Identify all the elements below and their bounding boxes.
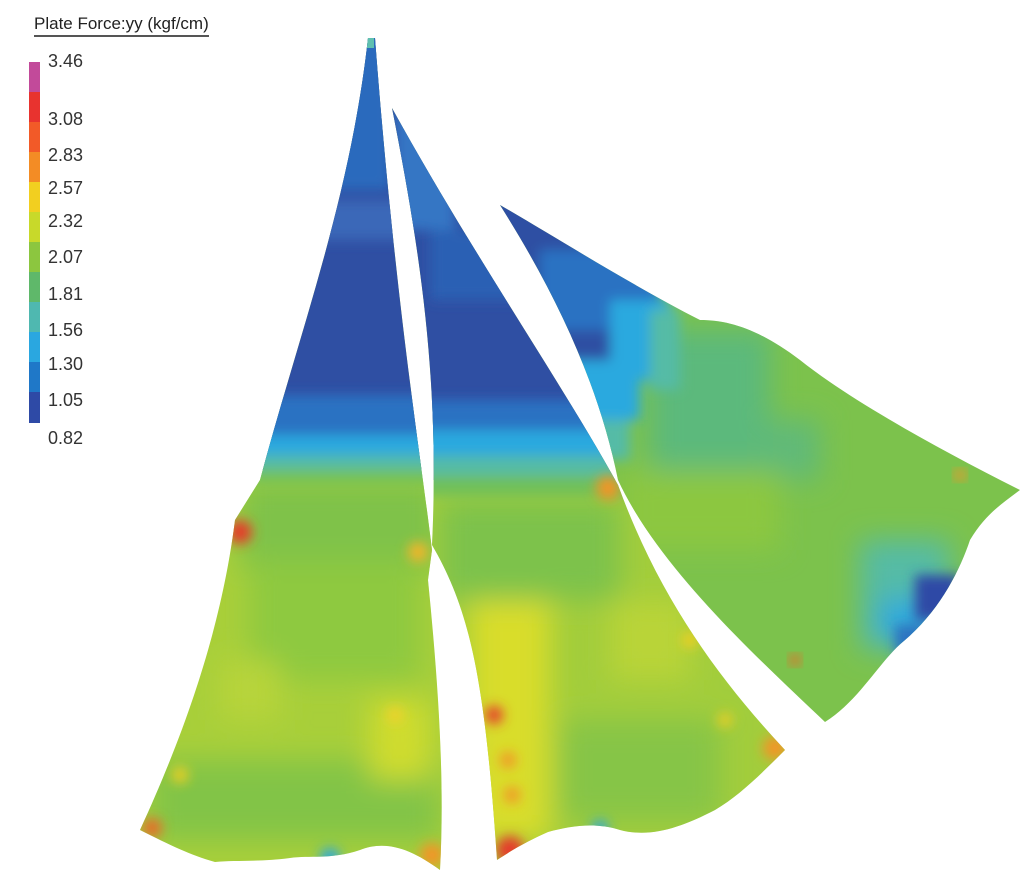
legend-color-swatch [29, 122, 40, 153]
legend-tick-label: 1.05 [48, 390, 84, 410]
legend-color-swatch [29, 242, 40, 273]
legend-color-swatch [29, 212, 40, 243]
legend-color-swatch [29, 92, 40, 123]
legend-tick-label: 2.32 [48, 211, 84, 231]
legend-color-swatch [29, 332, 40, 363]
legend-tick-label: 1.81 [48, 284, 84, 304]
legend-tick-label: 0.82 [48, 428, 84, 448]
legend-color-swatch [29, 302, 40, 333]
legend-color-swatch [29, 272, 40, 303]
legend-tick-label: 3.46 [48, 51, 84, 71]
legend-tick-label: 2.83 [48, 145, 84, 165]
legend-title: Plate Force:yy (kgf/cm) [34, 14, 209, 37]
legend-tick-label: 3.08 [48, 109, 84, 129]
legend-color-bar [29, 62, 40, 423]
legend-tick-label: 2.57 [48, 178, 84, 198]
legend-color-swatch [29, 62, 40, 93]
legend-color-swatch [29, 362, 40, 393]
legend-color-swatch [29, 392, 40, 423]
legend-tick-label: 1.56 [48, 320, 84, 340]
color-legend: Plate Force:yy (kgf/cm) 3.46 3.08 2.83 2.57… [22, 14, 282, 464]
legend-color-swatch [29, 152, 40, 183]
legend-tick-label: 1.30 [48, 354, 84, 374]
legend-color-swatch [29, 182, 40, 213]
legend-tick-label: 2.07 [48, 247, 84, 267]
